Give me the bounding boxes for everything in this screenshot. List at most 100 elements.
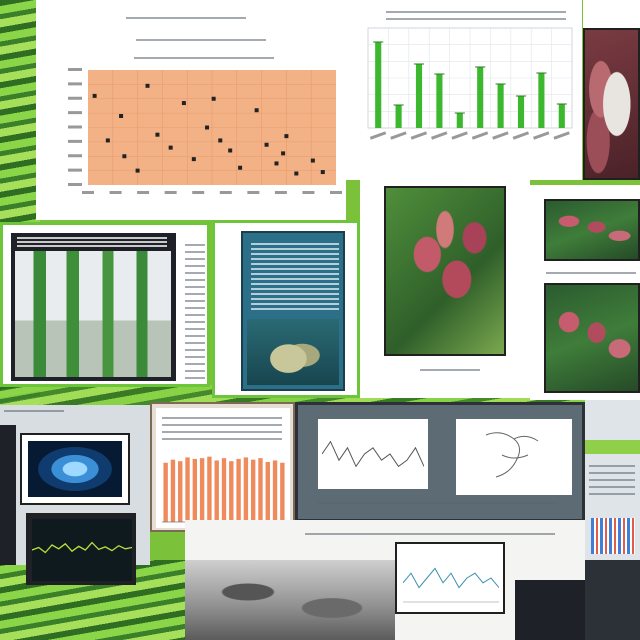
coral-photo (384, 186, 506, 356)
bar (497, 84, 504, 128)
scatter-y-tick-label (68, 139, 82, 143)
orange-bar-series (163, 456, 285, 522)
scatter-point (310, 158, 315, 163)
bar (456, 113, 463, 128)
orange-bar (229, 461, 234, 522)
scatter-y-tick-label (68, 111, 82, 115)
scatter-x-tick-label (192, 191, 205, 194)
scatter-subheader-text-2 (134, 52, 274, 60)
scatter-x-tick-label (247, 191, 260, 194)
orange-bar (185, 457, 190, 522)
bar-x-tick-label (410, 131, 428, 140)
scatter-point (181, 101, 186, 106)
orange-bar (163, 462, 168, 522)
bar-chart-header-text (386, 6, 566, 20)
sponge-card (241, 231, 345, 391)
bar-x-tick-label (471, 131, 489, 140)
scatter-y-tick-label (68, 183, 82, 186)
orange-bar (170, 459, 176, 522)
orange-bar-chart-card (156, 408, 290, 528)
scatter-x-tick-label (164, 191, 177, 194)
bar (415, 64, 423, 128)
monitor-panel (295, 402, 585, 522)
scatter-point (168, 145, 173, 150)
dark-line-chart (32, 519, 132, 581)
bar (477, 67, 484, 128)
rocks-photo (185, 560, 395, 640)
bar-x-tick-label (492, 131, 509, 140)
scatter-point (92, 93, 97, 98)
orange-bar (236, 458, 241, 522)
green-bar-chart (367, 27, 573, 140)
scatter-y-tick-label (68, 96, 82, 100)
bar (436, 74, 443, 128)
bar-x-tick-label (553, 131, 570, 140)
coral-photo-caption (420, 364, 480, 372)
coral-grid-caption (546, 267, 636, 277)
scatter-x-tick-label (330, 191, 342, 194)
scatter-point (122, 154, 127, 159)
scatter-x-tick-label (302, 191, 315, 194)
orange-bar (207, 456, 212, 522)
coral-grid-panel (530, 185, 640, 400)
scatter-point (105, 138, 110, 143)
bar (375, 42, 382, 128)
green-strip (585, 440, 640, 454)
bar (558, 104, 565, 128)
orange-bar-chart (162, 456, 286, 523)
scatter-x-tick-label (219, 191, 232, 194)
scatter-point (119, 114, 124, 118)
scatter-y-tick-label (68, 125, 82, 129)
scatter-points (92, 83, 325, 176)
orange-bar-chart-panel (150, 402, 295, 532)
scatter-point (284, 134, 289, 139)
orange-bar (192, 458, 198, 522)
side-strip (0, 425, 16, 565)
blue-photo-card (20, 433, 130, 505)
bar-x-ticks (369, 131, 570, 140)
monitor-caption (318, 497, 558, 507)
scatter-x-tick-label (109, 191, 122, 194)
bar (517, 96, 525, 128)
scatter-point (228, 148, 233, 153)
orange-bar (221, 458, 227, 522)
sponge-article-panel (212, 220, 360, 398)
dark-line-series (32, 541, 132, 554)
orange-chart-header-text (162, 412, 282, 442)
brain-coral-photo (583, 28, 640, 180)
scatter-subheader-text (136, 34, 266, 44)
sponge-photo (247, 319, 339, 385)
scatter-point (274, 161, 279, 166)
scatter-grid (88, 70, 336, 185)
orange-bar (214, 460, 219, 522)
bottom-left-panel (0, 405, 150, 585)
scatter-y-tick-label (68, 68, 82, 71)
monitor-line-chart (322, 440, 424, 468)
orange-bar (265, 461, 270, 522)
scatter-point (294, 171, 299, 176)
scatter-y-ticks (68, 68, 82, 186)
sponge-article-text (251, 243, 339, 313)
bottom-paper-text (305, 528, 555, 540)
bottom-right-corner (585, 560, 640, 640)
bar-series (373, 41, 567, 128)
far-right-panel (585, 400, 640, 560)
bar-x-tick-label (369, 131, 387, 140)
coral-grid-photo-bottom (544, 283, 640, 393)
bottom-right-dark-panel (515, 580, 585, 640)
scatter-chart-panel (36, 0, 346, 220)
bar-x-tick-label (431, 131, 448, 140)
scatter-x-tick-label (137, 191, 150, 194)
blue-coral-photo (28, 441, 122, 497)
coral-grid-photo-top (544, 199, 640, 261)
bottom-line-chart-card (395, 542, 505, 614)
scatter-y-tick-label (68, 168, 82, 172)
bar-grid (368, 28, 572, 128)
orange-bar (178, 461, 183, 522)
bottom-left-caption (4, 405, 64, 413)
color-bars (591, 518, 635, 554)
far-right-text (589, 460, 635, 500)
cactus-photo (15, 251, 171, 377)
scatter-point (205, 125, 210, 130)
orange-bar (250, 459, 256, 522)
